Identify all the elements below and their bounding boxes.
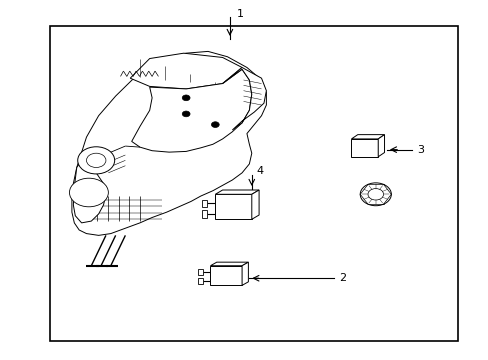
Circle shape [69,178,108,207]
Text: 4: 4 [256,166,263,176]
Circle shape [78,147,115,174]
Polygon shape [215,194,251,219]
Polygon shape [201,210,206,217]
Circle shape [360,183,390,206]
Polygon shape [131,69,251,152]
Polygon shape [251,190,259,219]
Text: 3: 3 [416,145,423,155]
Polygon shape [210,262,248,266]
Polygon shape [73,153,106,223]
Polygon shape [210,266,242,285]
Text: 2: 2 [339,273,346,283]
Polygon shape [201,200,206,207]
Polygon shape [72,51,266,235]
Circle shape [86,153,106,167]
Polygon shape [351,135,384,139]
Polygon shape [215,190,259,194]
Bar [50,26,458,341]
Polygon shape [351,139,377,157]
Polygon shape [198,269,203,275]
Polygon shape [377,135,384,157]
Text: 1: 1 [237,9,244,19]
Circle shape [367,189,383,200]
Circle shape [182,95,190,101]
Polygon shape [242,262,248,285]
Polygon shape [130,53,242,89]
Circle shape [211,122,219,127]
Polygon shape [198,278,203,284]
Polygon shape [222,67,266,130]
Circle shape [182,111,190,117]
